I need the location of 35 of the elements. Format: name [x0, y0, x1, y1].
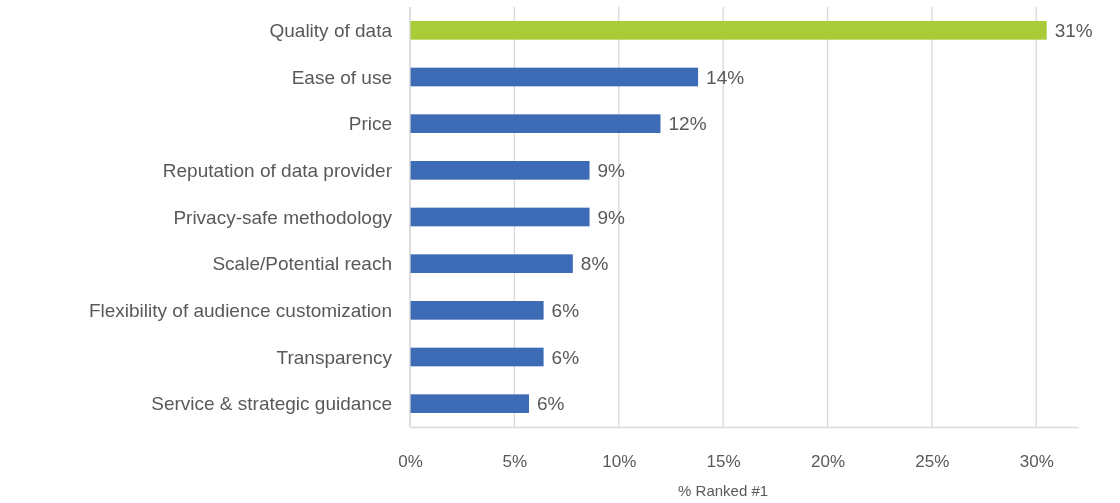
x-axis-title: % Ranked #1 — [678, 482, 769, 499]
data-label: 6% — [551, 346, 580, 368]
x-tick-label: 15% — [706, 452, 741, 472]
bar — [410, 21, 1047, 40]
y-tick-label: Privacy-safe methodology — [173, 206, 393, 228]
data-label: 12% — [668, 113, 707, 135]
y-tick-label: Transparency — [276, 346, 393, 368]
data-label: 14% — [706, 66, 745, 88]
y-tick-label: Ease of use — [291, 66, 392, 88]
y-tick-label: Scale/Potential reach — [212, 253, 392, 275]
bar — [410, 394, 529, 413]
data-label: 31% — [1054, 19, 1093, 41]
bar — [410, 161, 590, 180]
x-tick-label: 25% — [915, 452, 950, 472]
bar — [410, 114, 661, 133]
bar — [410, 347, 544, 367]
data-label: 6% — [551, 299, 580, 321]
data-label: 9% — [597, 159, 626, 181]
x-tick-label: 5% — [502, 452, 528, 472]
y-tick-label: Quality of data — [269, 19, 393, 41]
x-tick-label: 20% — [810, 452, 846, 472]
bar — [410, 254, 573, 273]
data-label: 8% — [580, 253, 609, 275]
y-tick-label: Flexibility of audience customization — [88, 299, 392, 321]
bar — [410, 207, 590, 227]
x-tick-label: 10% — [602, 452, 637, 472]
x-tick-label: 30% — [1019, 452, 1054, 472]
data-label: 9% — [597, 206, 626, 228]
bar — [410, 67, 699, 87]
x-tick-label: 0% — [398, 452, 423, 472]
y-tick-label: Reputation of data provider — [162, 159, 393, 181]
y-tick-label: Price — [348, 113, 392, 135]
bar — [410, 301, 544, 320]
y-tick-label: Service & strategic guidance — [151, 393, 392, 415]
data-label: 6% — [536, 393, 565, 415]
